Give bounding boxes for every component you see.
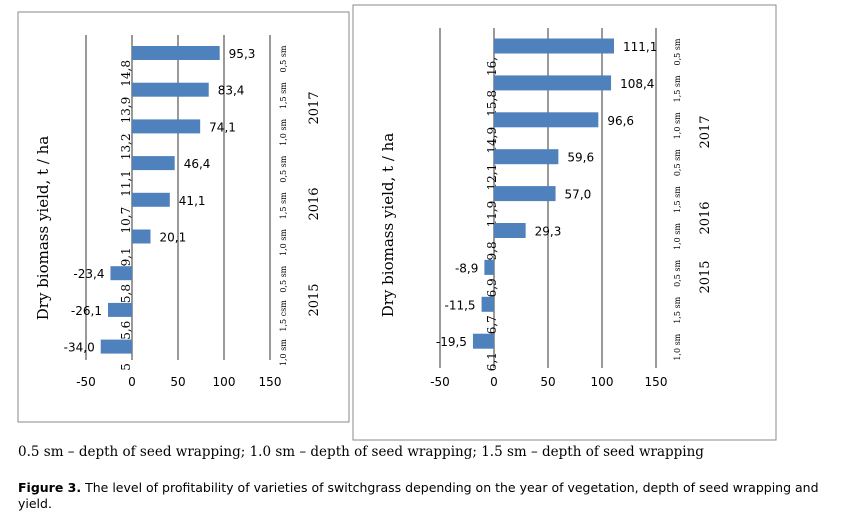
yield-label: 14,9 (485, 127, 499, 154)
depth-label: 0,5 sm (673, 38, 682, 65)
bar (494, 186, 556, 202)
bar (132, 82, 209, 97)
bar (494, 223, 526, 238)
yield-label: 10,7 (119, 207, 133, 234)
value-label: 59,6 (567, 151, 594, 165)
value-label: 29,3 (535, 225, 562, 239)
value-label: 96,6 (607, 114, 634, 128)
x-tick-label: 0 (128, 375, 136, 389)
figure-label: Figure 3. (18, 480, 82, 495)
depth-label: 1,0 sm (673, 223, 682, 250)
value-label: 46,4 (184, 157, 211, 171)
depth-label: 1,5 sm (279, 192, 288, 219)
year-label: 2017 (698, 115, 713, 148)
x-tick-label: 100 (591, 375, 614, 389)
depth-label: 1,5 sm (673, 186, 682, 213)
chart-1-frame (17, 11, 350, 423)
bar (132, 119, 201, 134)
yield-label: 13,9 (119, 97, 133, 124)
x-tick-label: 150 (645, 375, 668, 389)
yield-label: 6,7 (485, 315, 499, 334)
bar (494, 38, 614, 54)
value-label: 74,1 (209, 120, 236, 134)
yield-label: 9,1 (119, 247, 133, 266)
depth-label: 1,0 sm (673, 112, 682, 139)
depth-label: 0,5 sm (279, 155, 288, 182)
yield-label: 15,8 (485, 90, 499, 117)
year-label: 2015 (698, 260, 713, 293)
depth-label: 1,0 sm (279, 229, 288, 256)
bar (110, 266, 132, 281)
chart-2-frame (352, 4, 777, 441)
yield-label: 6,1 (485, 352, 499, 371)
yield-label: 13,2 (119, 133, 133, 160)
depth-label: 1,5 sm (673, 75, 682, 102)
depth-label: 1,5 sm (279, 82, 288, 109)
depth-label: 1,0 sm (673, 333, 682, 360)
yield-label: 5,6 (119, 321, 133, 340)
value-label: 41,1 (179, 194, 206, 208)
yield-label: 6,9 (485, 278, 499, 297)
depth-label: 0,5 sm (279, 45, 288, 72)
value-label: 111,1 (623, 40, 657, 54)
yield-label: 5,8 (119, 284, 133, 303)
value-label: 108,4 (620, 77, 654, 91)
bar (107, 302, 132, 317)
value-label: -34,0 (64, 341, 95, 355)
x-tick-label: -50 (76, 375, 96, 389)
bar (484, 259, 494, 275)
yield-label: 14,8 (119, 60, 133, 87)
figure-caption: Figure 3. The level of profitability of … (18, 480, 833, 512)
depth-label: 0,5 sm (279, 265, 288, 292)
x-tick-label: 150 (259, 375, 282, 389)
yield-label: 16, (485, 57, 499, 76)
yield-label: 12,1 (485, 164, 499, 191)
value-label: -19,5 (436, 335, 467, 349)
year-label: 2016 (698, 201, 713, 234)
depth-label: 0,5 sm (673, 260, 682, 287)
year-label: 2015 (307, 283, 322, 316)
yield-label: 9,8 (485, 241, 499, 260)
x-tick-label: 50 (540, 375, 555, 389)
figure-caption-text: The level of profitability of varieties … (18, 480, 819, 511)
yield-label: 5 (119, 363, 133, 371)
y-axis-title: Dry biomass yield, t / ha (34, 136, 52, 321)
bar (494, 149, 559, 165)
x-tick-label: -50 (430, 375, 450, 389)
depth-label: 1,5 sm (673, 296, 682, 323)
yield-label: 11,1 (119, 170, 133, 197)
bar (132, 156, 175, 171)
x-tick-label: 0 (490, 375, 498, 389)
depth-label: 1,5 csm (279, 300, 288, 332)
year-label: 2016 (307, 187, 322, 220)
value-label: -26,1 (71, 304, 102, 318)
depth-label: 1,0 sm (279, 119, 288, 146)
bar (100, 339, 132, 354)
chart-2: -50 0 50 100 150 Dry biomass yield, t / ha 111… (379, 28, 713, 389)
value-label: 20,1 (159, 231, 186, 245)
bar (481, 296, 494, 312)
x-tick-label: 50 (170, 375, 185, 389)
depth-label: 1,0 sm (279, 339, 288, 366)
y-axis-title: Dry biomass yield, t / ha (379, 133, 397, 318)
x-tick-label: 100 (213, 375, 236, 389)
bar (494, 75, 612, 91)
value-label: 57,0 (565, 188, 592, 202)
bar (132, 229, 151, 244)
depth-label: 0,5 sm (673, 149, 682, 176)
value-label: -8,9 (455, 261, 478, 275)
year-label: 2017 (307, 91, 322, 124)
value-label: -11,5 (445, 298, 476, 312)
bar (132, 46, 220, 60)
value-label: 83,4 (218, 84, 245, 98)
yield-label: 11,9 (485, 201, 499, 228)
value-label: 95,3 (229, 47, 256, 61)
value-label: -23,4 (73, 267, 104, 281)
chart-1: -50 0 50 100 150 Dry biomass yield, t / ha 95,… (34, 35, 322, 389)
legend-note: 0.5 sm – depth of seed wrapping; 1.0 sm … (18, 444, 704, 460)
bar (472, 333, 494, 349)
bar (132, 192, 170, 207)
bar (494, 112, 599, 128)
